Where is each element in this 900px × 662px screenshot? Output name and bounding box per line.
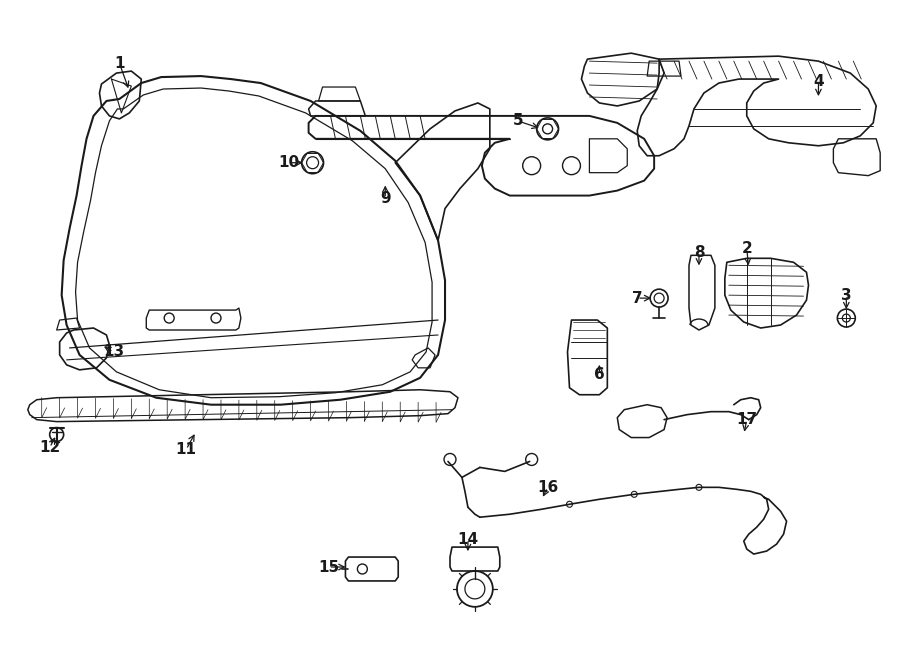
Text: 6: 6 bbox=[594, 367, 605, 383]
Text: 9: 9 bbox=[380, 191, 391, 206]
Text: 7: 7 bbox=[632, 291, 643, 306]
Text: 13: 13 bbox=[103, 344, 124, 359]
Text: 10: 10 bbox=[278, 155, 299, 170]
Text: 8: 8 bbox=[694, 245, 705, 260]
Text: 1: 1 bbox=[114, 56, 124, 71]
Text: 4: 4 bbox=[813, 73, 824, 89]
Text: 16: 16 bbox=[537, 480, 558, 495]
Text: 15: 15 bbox=[318, 559, 339, 575]
Text: 14: 14 bbox=[457, 532, 479, 547]
Text: 3: 3 bbox=[841, 288, 851, 303]
Text: 2: 2 bbox=[742, 241, 752, 256]
Text: 5: 5 bbox=[512, 113, 523, 128]
Text: 11: 11 bbox=[176, 442, 196, 457]
Text: 17: 17 bbox=[736, 412, 757, 427]
Text: 12: 12 bbox=[39, 440, 60, 455]
